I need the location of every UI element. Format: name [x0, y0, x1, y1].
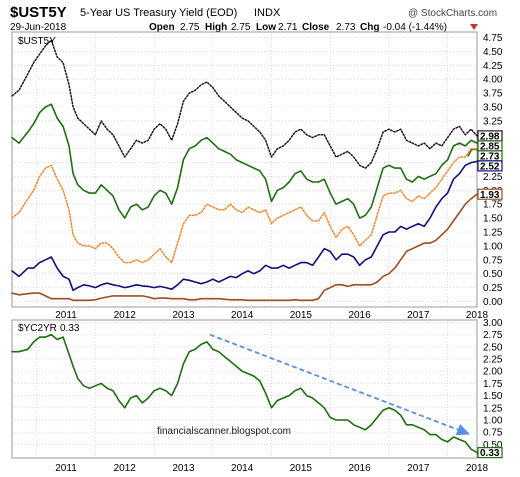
top-x-tick-label: 2017	[407, 310, 430, 321]
down-triangle-icon	[470, 24, 478, 30]
top-y-tick-label: 3.25	[483, 116, 503, 127]
top-panel-label: $UST5Y	[18, 36, 56, 47]
bot-x-tick-label: 2015	[290, 463, 313, 474]
bot-x-tick-label: 2011	[55, 463, 77, 474]
top-y-tick-label: 0.25	[483, 283, 503, 294]
top-y-tick-label: 1.75	[483, 200, 503, 211]
top-end-label-text: 2.98	[480, 131, 500, 142]
top-y-tick-label: 0.75	[483, 255, 503, 266]
top-series-line	[11, 39, 478, 169]
bot-y-tick-label: 1.75	[483, 379, 503, 390]
top-x-tick-label: 2014	[231, 310, 254, 321]
top-y-tick-label: 3.75	[483, 89, 503, 100]
bot-y-tick-label: 2.25	[483, 355, 503, 366]
top-y-tick-label: 4.50	[483, 47, 503, 58]
bottom-panel-series	[11, 333, 478, 454]
top-y-tick-label: 4.75	[483, 33, 503, 44]
top-x-tick-label: 2012	[114, 310, 137, 321]
close-value: 2.73	[336, 22, 356, 33]
open-value: 2.75	[180, 22, 200, 33]
bot-y-tick-label: 1.00	[483, 415, 503, 426]
top-end-label-text: 2.52	[480, 161, 500, 172]
top-panel-series	[11, 39, 478, 302]
copyright-text: @ StockCharts.com	[408, 8, 497, 19]
top-x-tick-label: 2016	[348, 310, 371, 321]
bot-x-tick-label: 2018	[466, 463, 489, 474]
top-y-tick-label: 0.50	[483, 269, 503, 280]
top-end-label-text: 2.73	[480, 151, 500, 162]
top-y-tick-label: 4.00	[483, 75, 503, 86]
chart-exchange: INDX	[254, 7, 281, 19]
top-x-tick-label: 2015	[290, 310, 313, 321]
top-series-line	[11, 193, 478, 302]
bot-end-label-box	[477, 447, 503, 459]
chg-label: Chg	[360, 22, 379, 33]
trend-arrowhead-icon	[455, 424, 471, 436]
chart-symbol: $UST5Y	[10, 4, 67, 21]
top-x-tick-label: 2011	[55, 310, 77, 321]
high-value: 2.75	[231, 22, 251, 33]
bot-y-tick-label: 0.75	[483, 428, 503, 439]
bot-x-tick-label: 2012	[114, 463, 137, 474]
top-y-tick-label: 2.25	[483, 172, 503, 183]
bot-y-tick-label: 0.50	[483, 440, 503, 451]
chart-date: 29-Jun-2018	[10, 22, 67, 33]
top-panel: 0.000.250.500.751.001.251.501.752.002.25…	[11, 31, 503, 308]
bot-y-tick-label: 3.00	[483, 318, 503, 329]
top-x-tick-label: 2013	[172, 310, 195, 321]
trend-arrow-line	[209, 333, 469, 435]
top-y-tick-label: 1.50	[483, 214, 503, 225]
top-end-label-box	[477, 188, 503, 200]
ohlc-readout: Open 2.75 High 2.75 Low 2.71 Close 2.73 …	[149, 22, 478, 33]
bottom-panel-grid	[12, 320, 477, 458]
top-panel-end-labels: 2.982.852.732.52 1.93	[477, 130, 503, 201]
top-series-line	[11, 103, 478, 219]
open-label: Open	[149, 22, 175, 33]
top-panel-frame	[11, 31, 478, 308]
top-series-line	[11, 160, 478, 292]
top-end-label-text: 1.93	[480, 190, 500, 201]
bottom-panel-y-ticks: 0.500.75 1.001.251.501.752.002.25 2.502.75…	[483, 318, 503, 451]
high-label: High	[205, 22, 227, 33]
close-label: Close	[302, 22, 330, 33]
top-panel-x-ticks: 2011 2012 2013 2014 2015 2016 2017 2018	[55, 310, 488, 321]
bot-y-tick-label: 2.50	[483, 342, 503, 353]
top-end-label-text: 2.85	[480, 141, 500, 152]
top-series-line	[467, 147, 478, 157]
top-series-line	[11, 147, 478, 264]
watermark-text: financialscanner.blogspot.com	[157, 426, 291, 437]
bottom-panel-x-ticks: 2011 2012 2013 2014 2015 2016 2017 2018	[55, 463, 488, 474]
top-y-tick-label: 4.25	[483, 61, 503, 72]
top-x-tick-label: 2018	[466, 310, 489, 321]
low-value: 2.71	[278, 22, 298, 33]
bot-y-tick-label: 2.00	[483, 367, 503, 378]
top-end-label-box	[477, 160, 503, 172]
chart-description: 5-Year US Treasury Yield (EOD)	[80, 7, 237, 19]
bot-x-tick-label: 2014	[231, 463, 254, 474]
bottom-panel-end-labels: 0.33	[477, 447, 503, 459]
bottom-panel: 0.500.75 1.001.251.501.752.002.25 2.502.75…	[11, 318, 503, 459]
bottom-panel-frame	[11, 319, 478, 459]
low-label: Low	[256, 22, 276, 33]
bot-end-label-text: 0.33	[480, 448, 500, 459]
bot-y-tick-label: 2.75	[483, 330, 503, 341]
top-y-tick-label: 3.50	[483, 103, 503, 114]
top-y-tick-label: 1.00	[483, 241, 503, 252]
bottom-panel-annotations	[209, 333, 471, 436]
bot-series-line	[11, 333, 478, 454]
bot-x-tick-label: 2016	[348, 463, 371, 474]
top-panel-grid	[12, 32, 477, 307]
chg-value: -0.04 (-1.44%)	[383, 22, 447, 33]
top-y-tick-label: 0.00	[483, 297, 503, 308]
bottom-panel-value: 0.33	[60, 323, 80, 334]
bot-y-tick-label: 1.25	[483, 403, 503, 414]
bot-x-tick-label: 2017	[407, 463, 430, 474]
bottom-panel-label: $YC2YR	[18, 323, 57, 334]
bot-x-tick-label: 2013	[172, 463, 195, 474]
top-y-tick-label: 1.25	[483, 228, 503, 239]
bot-y-tick-label: 1.50	[483, 391, 503, 402]
